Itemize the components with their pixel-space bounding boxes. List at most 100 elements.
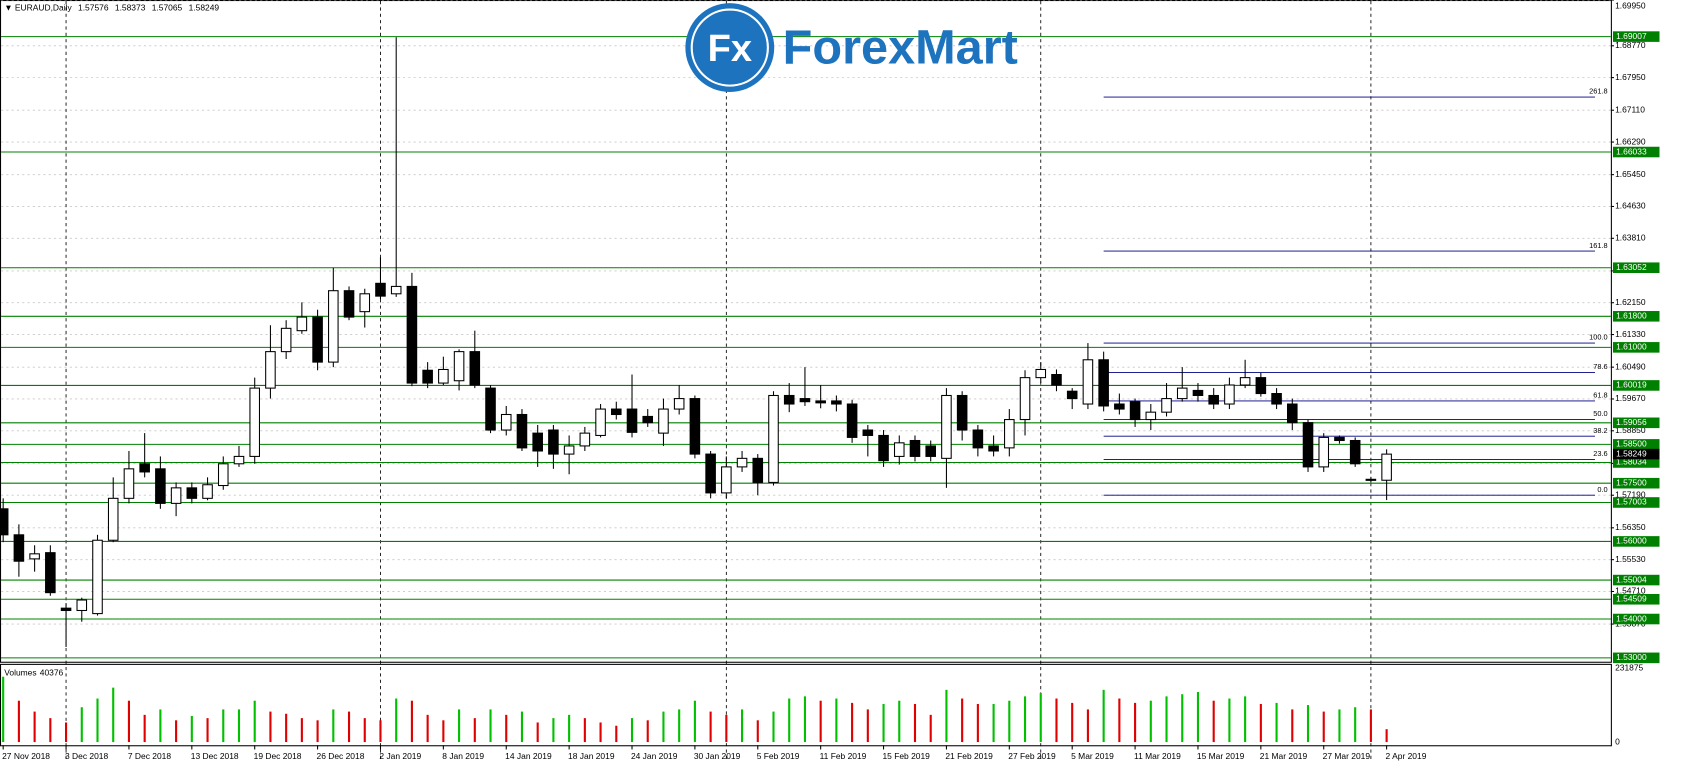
candle-body: [375, 282, 386, 297]
candle-body: [846, 403, 858, 438]
candle-body: [673, 398, 685, 410]
x-tick-label: 11 Feb 2019: [820, 751, 867, 761]
x-tick-label: 11 Mar 2019: [1134, 751, 1181, 761]
volume-panel: [0, 663, 1612, 747]
level-label-box: [1612, 262, 1660, 274]
current-price-label: 1.58249: [1616, 448, 1647, 458]
level-label: 1.66033: [1616, 146, 1647, 156]
candle-body: [406, 285, 418, 384]
x-tick-label: 27 Feb 2019: [1008, 751, 1056, 761]
candle-body: [1161, 398, 1172, 413]
y-tick-label: 1.62150: [1615, 297, 1646, 307]
candle-body: [469, 351, 481, 386]
header-arrow: ▼: [4, 3, 15, 13]
x-tick-label: 21 Feb 2019: [945, 751, 993, 761]
header-low: 1.57065: [152, 3, 183, 13]
y-tick-label: 1.54710: [1615, 586, 1646, 596]
y-tick-label: 1.67950: [1615, 72, 1646, 82]
candle-body: [29, 553, 40, 560]
candle-body: [1349, 439, 1361, 465]
current-price-box: [1612, 448, 1660, 460]
level-label: 1.59056: [1616, 417, 1647, 427]
level-label-box: [1612, 31, 1660, 42]
x-tick-label: 8 Jan 2019: [442, 751, 484, 761]
candle-body: [280, 327, 292, 353]
level-label: 1.57500: [1616, 477, 1647, 487]
candle-body: [721, 466, 732, 494]
x-tick-label: 15 Mar 2019: [1197, 751, 1245, 761]
candle-body: [532, 432, 543, 452]
level-label-box: [1612, 457, 1660, 468]
x-tick-label: 7 Dec 2018: [128, 751, 171, 761]
chart-header: ▼ EURAUD,Daily 1.57576 1.58373 1.57065 1.582…: [4, 3, 219, 13]
level-label-box: [1612, 342, 1660, 353]
candle-body: [45, 552, 56, 594]
x-tick-label: 13 Dec 2018: [191, 751, 239, 761]
header-close: 1.58249: [189, 3, 220, 13]
candle-body: [988, 445, 999, 452]
level-label-box: [1612, 417, 1660, 429]
candle-body: [595, 408, 606, 436]
x-tick-label: 19 Dec 2018: [254, 751, 302, 761]
level-label-box: [1612, 380, 1660, 391]
candle-body: [217, 463, 229, 487]
chart-title: EURAUD,Daily: [15, 3, 73, 13]
candle-body: [265, 351, 276, 389]
fib-label: 161.8: [1589, 241, 1608, 250]
level-label-box: [1612, 311, 1660, 322]
level-label: 1.60019: [1616, 380, 1647, 390]
candle-body: [925, 445, 936, 457]
y-tick-label: 1.59670: [1615, 393, 1646, 403]
y-tick-label: 1.61330: [1615, 329, 1646, 339]
y-tick-label: 1.68770: [1615, 40, 1646, 50]
candle-body: [548, 429, 559, 455]
candle-body: [500, 413, 512, 431]
header-open: 1.57576: [78, 3, 109, 13]
fib-label: 61.8: [1593, 391, 1607, 400]
candle-body: [1145, 411, 1157, 421]
candle-body: [1271, 393, 1282, 405]
level-label-box: [1612, 146, 1660, 158]
fib-label: 261.8: [1589, 87, 1608, 96]
x-tick-label: 2 Jan 2019: [379, 751, 421, 761]
candle-body: [909, 439, 921, 457]
logo-ring: [690, 8, 769, 87]
fib-label: 38.2: [1593, 426, 1607, 435]
candle-body: [1334, 436, 1345, 442]
candle-body: [1192, 389, 1204, 397]
level-label: 1.69007: [1616, 31, 1647, 41]
candle-body: [1066, 390, 1078, 400]
y-tick-label: 1.64630: [1615, 201, 1646, 211]
y-tick-label: 1.67110: [1615, 104, 1645, 114]
candle-body: [390, 285, 402, 295]
volume-label: Volumes 40376: [4, 668, 63, 678]
volume-current: 40376: [40, 668, 64, 678]
candle-body: [296, 316, 308, 332]
candle-body: [1224, 384, 1235, 405]
level-label: 1.54000: [1616, 613, 1647, 623]
candle-body: [1381, 453, 1392, 481]
fib-label: 100.0: [1589, 333, 1608, 342]
level-label: 1.57003: [1616, 497, 1647, 507]
candle-body: [611, 408, 622, 416]
x-tick-label: 5 Feb 2019: [757, 751, 800, 761]
level-label-box: [1612, 439, 1660, 450]
level-label: 1.56000: [1616, 536, 1647, 546]
level-label: 1.63052: [1616, 262, 1647, 272]
x-tick-label: 14 Jan 2019: [505, 751, 552, 761]
candle-body: [155, 468, 166, 504]
level-label-box: [1612, 613, 1660, 625]
price-panel: [0, 0, 1612, 663]
candle-body: [642, 415, 654, 424]
candle-body: [941, 394, 952, 459]
y-tick-label: 1.63810: [1615, 233, 1646, 243]
volume-name: Volumes: [4, 668, 36, 678]
candle-body: [0, 508, 9, 536]
candle-body: [1176, 387, 1188, 400]
header-high: 1.58373: [115, 3, 146, 13]
level-label-box: [1612, 652, 1660, 664]
x-tick-label: 26 Dec 2018: [317, 751, 365, 761]
candle-body: [972, 429, 984, 449]
x-tick-label: 15 Feb 2019: [882, 751, 930, 761]
candle-body: [752, 457, 764, 483]
